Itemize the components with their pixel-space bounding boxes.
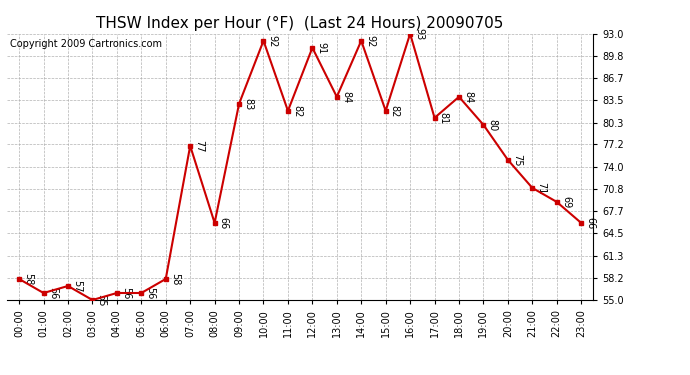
Text: 58: 58 [170, 273, 180, 285]
Text: 56: 56 [121, 287, 131, 299]
Text: 77: 77 [195, 140, 204, 152]
Text: 66: 66 [219, 217, 229, 229]
Text: 66: 66 [585, 217, 595, 229]
Text: 83: 83 [243, 98, 253, 110]
Text: Copyright 2009 Cartronics.com: Copyright 2009 Cartronics.com [10, 39, 162, 49]
Text: 56: 56 [48, 287, 58, 299]
Text: 75: 75 [512, 154, 522, 166]
Text: 57: 57 [72, 280, 82, 292]
Text: 82: 82 [292, 105, 302, 117]
Text: 92: 92 [268, 34, 277, 47]
Text: 92: 92 [366, 34, 375, 47]
Text: 93: 93 [414, 28, 424, 40]
Title: THSW Index per Hour (°F)  (Last 24 Hours) 20090705: THSW Index per Hour (°F) (Last 24 Hours)… [97, 16, 504, 31]
Text: 81: 81 [439, 112, 449, 124]
Text: 91: 91 [317, 42, 326, 54]
Text: 84: 84 [341, 91, 351, 103]
Text: 56: 56 [146, 287, 155, 299]
Text: 55: 55 [97, 294, 106, 306]
Text: 71: 71 [536, 182, 546, 194]
Text: 58: 58 [23, 273, 33, 285]
Text: 69: 69 [561, 196, 571, 208]
Text: 84: 84 [463, 91, 473, 103]
Text: 80: 80 [488, 119, 497, 131]
Text: 82: 82 [390, 105, 400, 117]
